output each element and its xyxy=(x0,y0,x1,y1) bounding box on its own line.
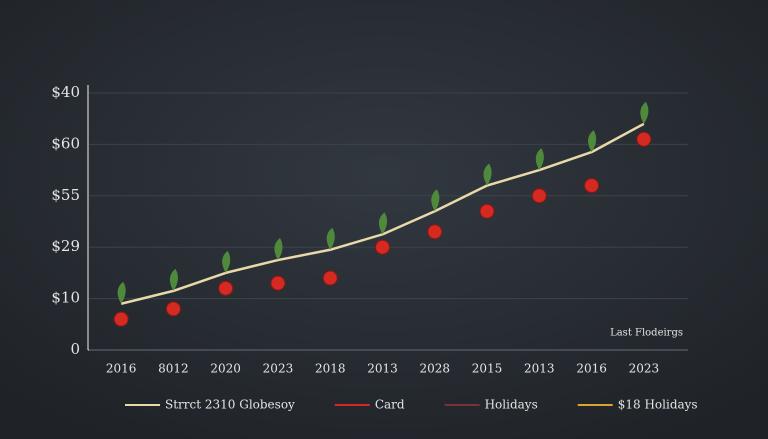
berry xyxy=(375,239,390,255)
legend-label: $18 Holidays xyxy=(618,398,698,412)
y-tick-label: $10 xyxy=(51,289,80,307)
berry xyxy=(113,311,129,327)
legend-label: Card xyxy=(375,398,405,412)
x-tick-label: 8012 xyxy=(158,362,189,376)
annotation: Last Flodeirgs xyxy=(610,328,683,339)
leaf xyxy=(535,148,544,171)
x-tick-label: 2013 xyxy=(367,362,398,376)
berry xyxy=(531,188,547,204)
x-tick-label: 2016 xyxy=(576,362,607,376)
y-tick-label: 0 xyxy=(70,340,80,358)
x-tick-label: 2028 xyxy=(419,362,450,376)
x-tick-label: 2018 xyxy=(315,362,346,376)
berry xyxy=(218,280,234,296)
y-tick-label: $29 xyxy=(51,237,80,255)
leaf xyxy=(378,212,388,235)
y-tick-label: $55 xyxy=(51,186,80,204)
legend-label: Holidays xyxy=(485,398,538,412)
legend-label: Strrct 2310 Globesoy xyxy=(165,398,295,412)
berry xyxy=(165,301,181,317)
y-tick-label: $60 xyxy=(51,134,80,152)
x-tick-label: 2023 xyxy=(263,362,294,376)
leaf xyxy=(117,281,126,304)
berry xyxy=(636,131,652,147)
leaf xyxy=(588,130,597,153)
leaf xyxy=(274,238,283,261)
berry xyxy=(270,275,286,291)
berry xyxy=(427,224,443,240)
y-tick-label: $40 xyxy=(51,83,80,101)
leaf xyxy=(640,101,649,124)
x-tick-label: 2015 xyxy=(472,362,503,376)
berry xyxy=(584,178,600,194)
x-tick-label: 2020 xyxy=(210,362,241,376)
berry xyxy=(322,270,338,286)
leaf xyxy=(483,163,492,186)
leaf xyxy=(326,227,335,250)
leaf xyxy=(222,250,231,273)
leaf xyxy=(431,189,440,212)
x-tick-label: 2016 xyxy=(106,362,137,376)
leaf xyxy=(169,268,178,291)
x-tick-label: 2023 xyxy=(629,362,660,376)
x-tick-label: 2013 xyxy=(524,362,555,376)
berry xyxy=(479,203,495,219)
